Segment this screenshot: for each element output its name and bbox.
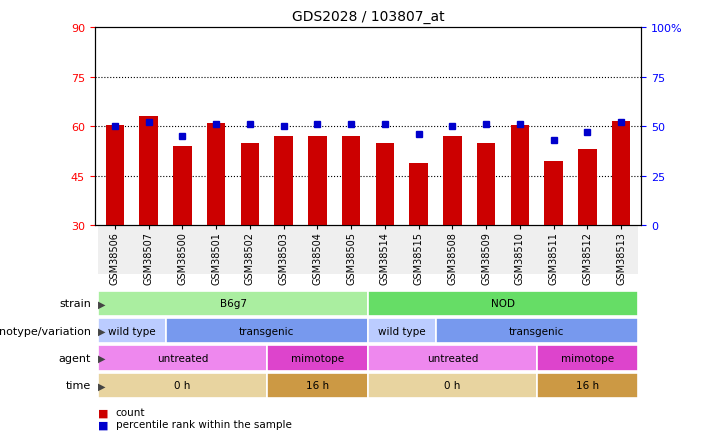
Text: NOD: NOD	[491, 299, 515, 309]
Bar	[443, 137, 462, 226]
Text: time: time	[66, 381, 91, 391]
Bar	[267, 226, 301, 274]
Text: count: count	[116, 408, 145, 418]
Bar	[545, 161, 563, 226]
Text: mimotope: mimotope	[561, 353, 614, 363]
Text: 16 h: 16 h	[576, 381, 599, 391]
Bar	[368, 373, 537, 398]
Text: untreated: untreated	[157, 353, 208, 363]
Text: wild type: wild type	[108, 326, 156, 336]
Bar	[503, 226, 537, 274]
Text: genotype/variation: genotype/variation	[0, 326, 91, 336]
Title: GDS2028 / 103807_at: GDS2028 / 103807_at	[292, 10, 444, 24]
Bar	[173, 147, 191, 226]
Bar	[368, 291, 638, 316]
Bar	[267, 346, 368, 371]
Bar	[368, 226, 402, 274]
Text: mimotope: mimotope	[291, 353, 344, 363]
Bar	[199, 226, 233, 274]
Bar	[308, 137, 327, 226]
Text: transgenic: transgenic	[239, 326, 294, 336]
Bar	[98, 373, 267, 398]
Bar	[368, 319, 435, 343]
Bar	[106, 125, 124, 226]
Bar	[477, 143, 496, 226]
Bar	[207, 124, 226, 226]
Text: percentile rank within the sample: percentile rank within the sample	[116, 419, 292, 429]
Text: ▶: ▶	[98, 326, 106, 336]
Text: ■: ■	[98, 419, 109, 429]
Bar	[165, 319, 368, 343]
Bar	[469, 226, 503, 274]
Text: 0 h: 0 h	[175, 381, 191, 391]
Bar	[98, 346, 267, 371]
Text: untreated: untreated	[427, 353, 478, 363]
Bar	[571, 226, 604, 274]
Bar	[376, 143, 394, 226]
Bar	[165, 226, 199, 274]
Text: ▶: ▶	[98, 381, 106, 391]
Bar	[267, 373, 368, 398]
Bar	[368, 346, 537, 371]
Bar	[537, 373, 638, 398]
Bar	[409, 163, 428, 226]
Bar	[334, 226, 368, 274]
Bar	[435, 319, 638, 343]
Text: ▶: ▶	[98, 353, 106, 363]
Bar	[510, 125, 529, 226]
Bar	[240, 143, 259, 226]
Bar	[537, 226, 571, 274]
Text: ■: ■	[98, 408, 109, 418]
Text: agent: agent	[59, 353, 91, 363]
Bar	[98, 226, 132, 274]
Text: wild type: wild type	[378, 326, 426, 336]
Bar	[402, 226, 435, 274]
Bar	[537, 346, 638, 371]
Bar	[435, 226, 469, 274]
Text: 0 h: 0 h	[444, 381, 461, 391]
Bar	[342, 137, 360, 226]
Bar	[301, 226, 334, 274]
Text: B6g7: B6g7	[219, 299, 247, 309]
Bar	[604, 226, 638, 274]
Bar	[233, 226, 267, 274]
Text: strain: strain	[60, 299, 91, 309]
Bar	[139, 117, 158, 226]
Bar	[274, 137, 293, 226]
Bar	[98, 291, 368, 316]
Bar	[612, 122, 630, 226]
Text: transgenic: transgenic	[509, 326, 564, 336]
Bar	[132, 226, 165, 274]
Text: 16 h: 16 h	[306, 381, 329, 391]
Bar	[578, 150, 597, 226]
Text: ▶: ▶	[98, 299, 106, 309]
Bar	[98, 319, 165, 343]
